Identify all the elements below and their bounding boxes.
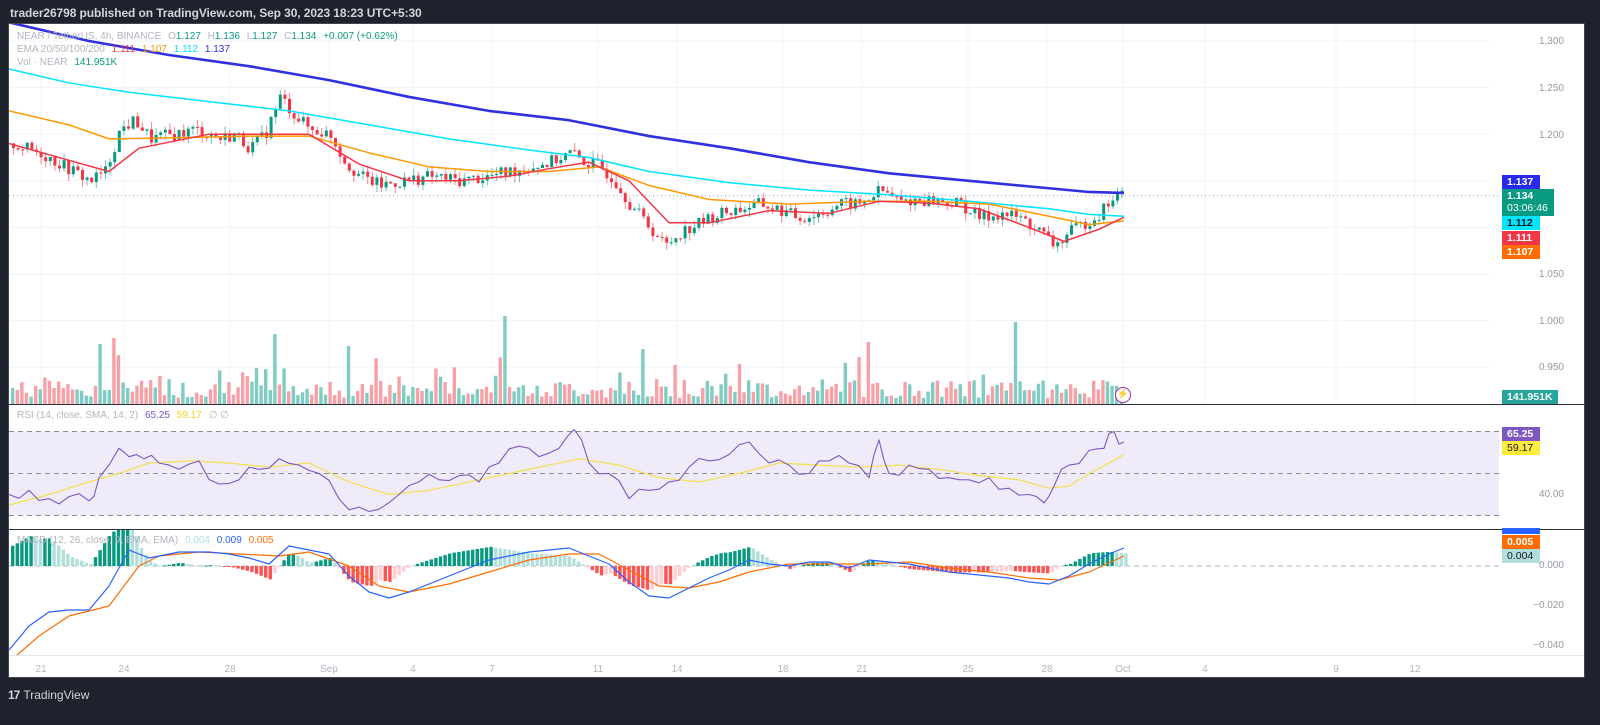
ema20-price-tag: 1.111: [1502, 231, 1540, 245]
time-tick: 11: [592, 664, 604, 675]
price-tick: 1.000: [1538, 316, 1564, 327]
time-tick: 4: [1202, 664, 1208, 675]
rsi-tag: 65.25: [1502, 427, 1540, 441]
pane-separator[interactable]: [9, 404, 1584, 405]
tradingview-logo-icon: 17: [8, 688, 20, 702]
ema100-value: 1.112: [173, 44, 199, 55]
publish-info: trader26798 published on TradingView.com…: [10, 6, 422, 20]
macd-tag: [1502, 528, 1540, 534]
rsi-value: 65.25: [144, 410, 170, 421]
time-tick: 18: [777, 664, 789, 675]
time-tick: Sep: [320, 664, 338, 675]
time-tick: 25: [962, 664, 974, 675]
macd-tick: −0.040: [1533, 640, 1564, 651]
macd-pane[interactable]: MACD (12, 26, close, 9, EMA, EMA) 0.004 …: [9, 528, 1585, 655]
time-tick: 28: [1041, 664, 1053, 675]
time-tick: 24: [118, 664, 130, 675]
volume-label: Vol · NEAR: [17, 57, 68, 68]
brand-name: TradingView: [23, 688, 90, 702]
chart-frame[interactable]: NEAR / TetherUS, 4h, BINANCE O1.127 H1.1…: [8, 23, 1585, 678]
volume-value: 141.951K: [74, 57, 118, 68]
time-tick: 9: [1333, 664, 1339, 675]
rsi-label: RSI (14, close, SMA, 14, 2): [17, 410, 139, 421]
ohlc-high: H1.136: [207, 31, 240, 42]
macd-signal-tag: 0.005: [1502, 535, 1540, 549]
ohlc-low: L1.127: [246, 31, 278, 42]
ema200-value: 1.137: [204, 44, 230, 55]
macd-value: 0.009: [216, 535, 242, 546]
ema-legend[interactable]: EMA 20/50/100/200 1.111 1.107 1.112 1.13…: [17, 43, 234, 56]
ema50-value: 1.107: [141, 44, 167, 55]
rsi-sma-tag: 59.17: [1502, 441, 1540, 455]
lightning-icon[interactable]: ⚡: [1115, 387, 1131, 403]
rsi-legend[interactable]: RSI (14, close, SMA, 14, 2) 65.25 59.17 …: [17, 409, 233, 422]
time-tick: Oct: [1115, 664, 1131, 675]
symbol-legend: NEAR / TetherUS, 4h, BINANCE O1.127 H1.1…: [17, 30, 402, 43]
volume-tag: 141.951K: [1502, 390, 1558, 404]
price-tick: 1.050: [1538, 269, 1564, 280]
volume-legend[interactable]: Vol · NEAR 141.951K: [17, 56, 121, 69]
macd-tick: −0.020: [1533, 600, 1564, 611]
time-axis-separator: [9, 655, 1584, 656]
rsi-chart-canvas[interactable]: [9, 405, 1585, 529]
price-tick: 1.200: [1538, 130, 1564, 141]
price-change: +0.007 (+0.62%): [323, 31, 398, 42]
time-tick: 21: [856, 664, 868, 675]
rsi-empty-values: ∅ ∅: [208, 410, 229, 421]
macd-chart-canvas[interactable]: [9, 530, 1585, 655]
macd-hist-tag: 0.004: [1502, 549, 1540, 563]
ohlc-open: O1.127: [168, 31, 201, 42]
last-price: 1.134: [1507, 190, 1534, 202]
pane-separator[interactable]: [9, 529, 1584, 530]
rsi-pane[interactable]: RSI (14, close, SMA, 14, 2) 65.25 59.17 …: [9, 405, 1585, 529]
ohlc-close: C1.134: [284, 31, 317, 42]
price-pane[interactable]: NEAR / TetherUS, 4h, BINANCE O1.127 H1.1…: [9, 24, 1585, 404]
ema200-price-tag: 1.137: [1502, 175, 1540, 189]
rsi-sma-value: 59.17: [176, 410, 202, 421]
price-chart-canvas[interactable]: [9, 24, 1585, 404]
price-tick: 1.300: [1538, 36, 1564, 47]
rsi-tick: 40.00: [1538, 489, 1564, 500]
time-tick: 4: [410, 664, 416, 675]
time-tick: 28: [224, 664, 236, 675]
footer-brand[interactable]: 17 TradingView: [8, 688, 89, 702]
macd-hist-value: 0.004: [184, 535, 210, 546]
ema100-price-tag: 1.112: [1502, 216, 1540, 230]
macd-signal-value: 0.005: [248, 535, 274, 546]
symbol-name[interactable]: NEAR / TetherUS, 4h, BINANCE: [17, 31, 162, 42]
price-tick: 0.950: [1538, 362, 1564, 373]
time-tick: 7: [489, 664, 495, 675]
ema-label: EMA 20/50/100/200: [17, 44, 105, 55]
macd-legend[interactable]: MACD (12, 26, close, 9, EMA, EMA) 0.004 …: [17, 534, 278, 547]
bar-countdown: 03:06:46: [1507, 202, 1548, 214]
macd-tick: 0.000: [1538, 560, 1564, 571]
time-tick: 21: [35, 664, 47, 675]
macd-label: MACD (12, 26, close, 9, EMA, EMA): [17, 535, 179, 546]
price-tick: 1.250: [1538, 83, 1564, 94]
ema20-value: 1.111: [111, 44, 136, 55]
time-tick: 12: [1409, 664, 1421, 675]
time-tick: 14: [671, 664, 683, 675]
ema50-price-tag: 1.107: [1502, 245, 1540, 259]
last-price-tag: 1.134 03:06:46: [1502, 189, 1554, 216]
